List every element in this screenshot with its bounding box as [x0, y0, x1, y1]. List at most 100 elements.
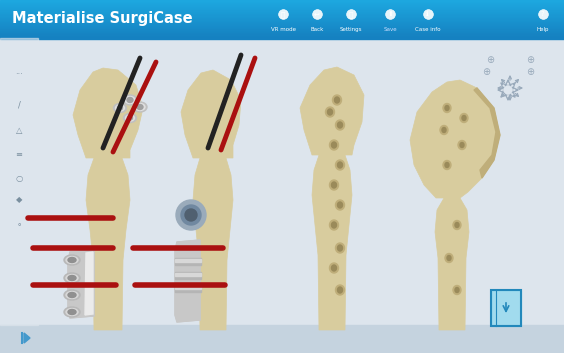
Bar: [175, 273, 201, 276]
Bar: [0, 8, 564, 10]
Ellipse shape: [328, 109, 333, 115]
Text: ≡: ≡: [15, 150, 23, 160]
Ellipse shape: [337, 162, 342, 168]
Bar: [491, 290, 521, 326]
Bar: [0, 19, 564, 21]
Text: ⊕: ⊕: [526, 67, 534, 77]
Ellipse shape: [445, 106, 449, 110]
Text: Help: Help: [536, 27, 549, 32]
Polygon shape: [85, 252, 93, 315]
Polygon shape: [474, 88, 500, 178]
Bar: [0, 38, 38, 325]
Ellipse shape: [460, 114, 468, 122]
Bar: [0, 1, 564, 3]
Ellipse shape: [64, 290, 80, 300]
Bar: [0, 15, 564, 17]
Text: ⊕: ⊕: [526, 55, 534, 65]
Ellipse shape: [68, 257, 76, 263]
Ellipse shape: [116, 105, 125, 111]
Polygon shape: [300, 67, 364, 155]
Bar: [0, 11, 564, 13]
Ellipse shape: [329, 140, 338, 150]
Text: ○: ○: [15, 174, 23, 183]
Ellipse shape: [337, 287, 342, 293]
Ellipse shape: [125, 96, 135, 103]
Ellipse shape: [443, 161, 451, 169]
Text: ···: ···: [15, 71, 23, 79]
Polygon shape: [68, 250, 94, 318]
Ellipse shape: [127, 97, 133, 102]
Circle shape: [185, 209, 197, 221]
Bar: [175, 285, 201, 292]
Circle shape: [176, 200, 206, 230]
Ellipse shape: [123, 95, 137, 105]
Text: ↩: ↩: [314, 11, 320, 17]
Bar: [0, 17, 564, 18]
Text: ⊕: ⊕: [482, 67, 490, 77]
Bar: [491, 290, 521, 326]
Ellipse shape: [329, 263, 338, 273]
Polygon shape: [193, 158, 233, 330]
Bar: [0, 24, 564, 26]
Bar: [175, 259, 201, 262]
Ellipse shape: [329, 180, 338, 190]
Bar: [0, 35, 564, 37]
Ellipse shape: [336, 200, 345, 210]
Bar: [0, 10, 564, 12]
Ellipse shape: [68, 275, 76, 281]
Ellipse shape: [332, 182, 337, 188]
Ellipse shape: [336, 285, 345, 295]
Polygon shape: [435, 198, 469, 330]
Ellipse shape: [462, 115, 466, 120]
Bar: [0, 9, 564, 11]
Bar: [0, 32, 564, 34]
Polygon shape: [24, 333, 30, 343]
Ellipse shape: [336, 160, 345, 170]
Ellipse shape: [135, 103, 145, 110]
Bar: [0, 5, 564, 7]
Ellipse shape: [453, 221, 461, 229]
Text: ∘: ∘: [16, 221, 21, 229]
Text: ℹ: ℹ: [426, 11, 429, 17]
Bar: [0, 28, 564, 30]
Ellipse shape: [64, 307, 80, 317]
Ellipse shape: [127, 116, 133, 120]
Bar: [0, 33, 564, 35]
Polygon shape: [410, 80, 500, 198]
Ellipse shape: [133, 102, 147, 112]
Bar: [0, 26, 564, 28]
Text: /: /: [17, 101, 20, 109]
Ellipse shape: [453, 286, 461, 294]
Ellipse shape: [455, 222, 459, 227]
Ellipse shape: [126, 115, 134, 121]
Bar: [0, 20, 564, 22]
Bar: [0, 25, 564, 27]
Bar: [0, 37, 564, 38]
Bar: [0, 38, 564, 353]
Text: ⛶: ⛶: [281, 11, 285, 18]
Text: Back: Back: [310, 27, 324, 32]
Polygon shape: [68, 250, 94, 318]
Bar: [0, 34, 564, 36]
Text: ?: ?: [541, 11, 544, 17]
Ellipse shape: [460, 143, 464, 148]
Polygon shape: [73, 68, 143, 158]
Bar: [175, 286, 201, 289]
Bar: [0, 0, 564, 2]
Ellipse shape: [455, 287, 459, 293]
Text: Settings: Settings: [340, 27, 362, 32]
Ellipse shape: [440, 126, 448, 134]
Ellipse shape: [137, 104, 143, 109]
Text: Materialise SurgiCase: Materialise SurgiCase: [12, 12, 193, 26]
Bar: [175, 258, 201, 265]
Ellipse shape: [332, 265, 337, 271]
Ellipse shape: [337, 245, 342, 251]
Ellipse shape: [445, 253, 453, 263]
Bar: [175, 272, 201, 279]
Bar: [0, 13, 564, 14]
Bar: [0, 23, 564, 25]
Text: △: △: [16, 126, 22, 134]
Ellipse shape: [445, 162, 449, 168]
Ellipse shape: [66, 292, 78, 299]
Polygon shape: [181, 70, 241, 158]
